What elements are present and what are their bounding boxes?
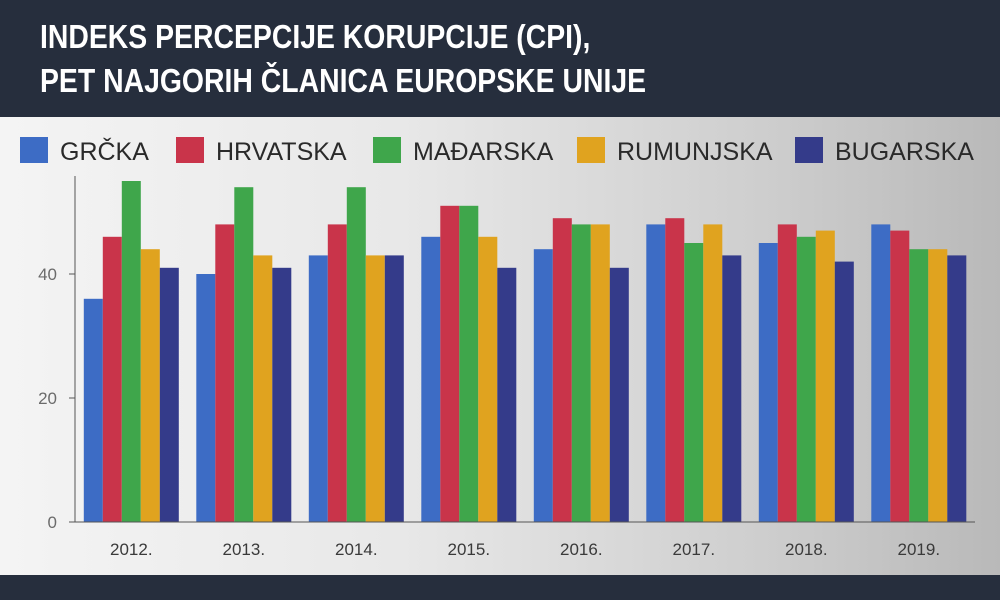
bar: [327, 224, 347, 522]
bar-group-2: [196, 187, 292, 522]
bar: [196, 274, 216, 522]
bar: [777, 224, 797, 522]
bar: [102, 236, 122, 523]
bar: [722, 255, 742, 522]
bar: [497, 267, 517, 522]
legend-item-3: MAĐARSKA: [373, 137, 554, 166]
bar: [159, 267, 179, 522]
x-tick-label: 2017.: [673, 540, 716, 559]
legend: GRČKA HRVATSKA MAĐARSKA RUMUNJSKA BUGARSKA: [20, 137, 974, 166]
x-tick-label: 2015.: [448, 540, 491, 559]
bar: [665, 218, 685, 522]
bar: [590, 224, 610, 522]
y-tick-label: 0: [48, 513, 57, 532]
legend-swatch: [176, 137, 204, 163]
bar: [346, 187, 366, 522]
bar: [947, 255, 967, 522]
bar-group-5: [533, 218, 629, 522]
bar: [796, 236, 816, 523]
bar-group-7: [758, 224, 854, 523]
bar: [533, 249, 553, 522]
y-tick-label: 40: [38, 265, 57, 284]
x-tick-label: 2012.: [110, 540, 153, 559]
bar: [646, 224, 666, 522]
chart-title-line-1: INDEKS PERCEPCIJE KORUPCIJE (CPI),: [40, 18, 591, 55]
y-axis: 0 20 40: [38, 176, 76, 532]
bar: [234, 187, 254, 522]
legend-item-5: BUGARSKA: [795, 137, 974, 166]
bar: [384, 255, 404, 522]
x-tick-label: 2013.: [223, 540, 266, 559]
bar: [215, 224, 235, 522]
bar-group-8: [871, 224, 967, 522]
x-tick-label: 2019.: [898, 540, 941, 559]
bar: [871, 224, 891, 522]
bar: [272, 267, 292, 522]
bar: [758, 243, 778, 522]
bar-group-3: [308, 187, 404, 522]
legend-swatch: [577, 137, 605, 163]
x-tick-label: 2018.: [785, 540, 828, 559]
legend-label: BUGARSKA: [835, 138, 974, 166]
bar: [909, 249, 929, 522]
x-tick-label: 2014.: [335, 540, 378, 559]
bar: [459, 205, 479, 523]
bar: [552, 218, 572, 522]
bar: [834, 261, 854, 522]
legend-label: RUMUNJSKA: [617, 138, 773, 166]
bars: [83, 181, 967, 523]
bar: [140, 249, 160, 522]
bar: [571, 224, 591, 522]
chart-title-line-2: PET NAJGORIH ČLANICA EUROPSKE UNIJE: [40, 62, 647, 99]
x-axis: 2012. 2013. 2014. 2015. 2016. 2017. 2018. 2019.: [75, 521, 975, 559]
legend-item-2: HRVATSKA: [176, 137, 347, 166]
legend-item-4: RUMUNJSKA: [577, 137, 773, 166]
bar: [928, 249, 948, 522]
bar: [703, 224, 723, 522]
legend-label: MAĐARSKA: [413, 138, 554, 166]
y-tick-label: 20: [38, 389, 57, 408]
title-bar: INDEKS PERCEPCIJE KORUPCIJE (CPI), PET N…: [0, 0, 1000, 117]
bar: [365, 255, 385, 522]
bar: [684, 243, 704, 522]
bar: [253, 255, 273, 522]
bar: [421, 236, 441, 523]
bar: [121, 181, 141, 522]
bottom-bar: [0, 575, 1000, 600]
bar: [308, 255, 328, 522]
legend-label: HRVATSKA: [216, 138, 347, 166]
bar: [83, 298, 103, 522]
bar: [890, 230, 910, 522]
bar-group-4: [421, 205, 517, 523]
legend-swatch: [373, 137, 401, 163]
bar: [609, 267, 629, 522]
bar-group-6: [646, 218, 742, 522]
legend-swatch: [20, 137, 48, 163]
legend-swatch: [795, 137, 823, 163]
legend-label: GRČKA: [60, 137, 149, 166]
bar-group-1: [83, 181, 179, 523]
bar: [815, 230, 835, 522]
bar: [478, 236, 498, 523]
legend-item-1: GRČKA: [20, 137, 149, 166]
bar-chart: GRČKA HRVATSKA MAĐARSKA RUMUNJSKA BUGARSKA 0…: [20, 137, 975, 559]
bar: [440, 205, 460, 523]
x-tick-label: 2016.: [560, 540, 603, 559]
